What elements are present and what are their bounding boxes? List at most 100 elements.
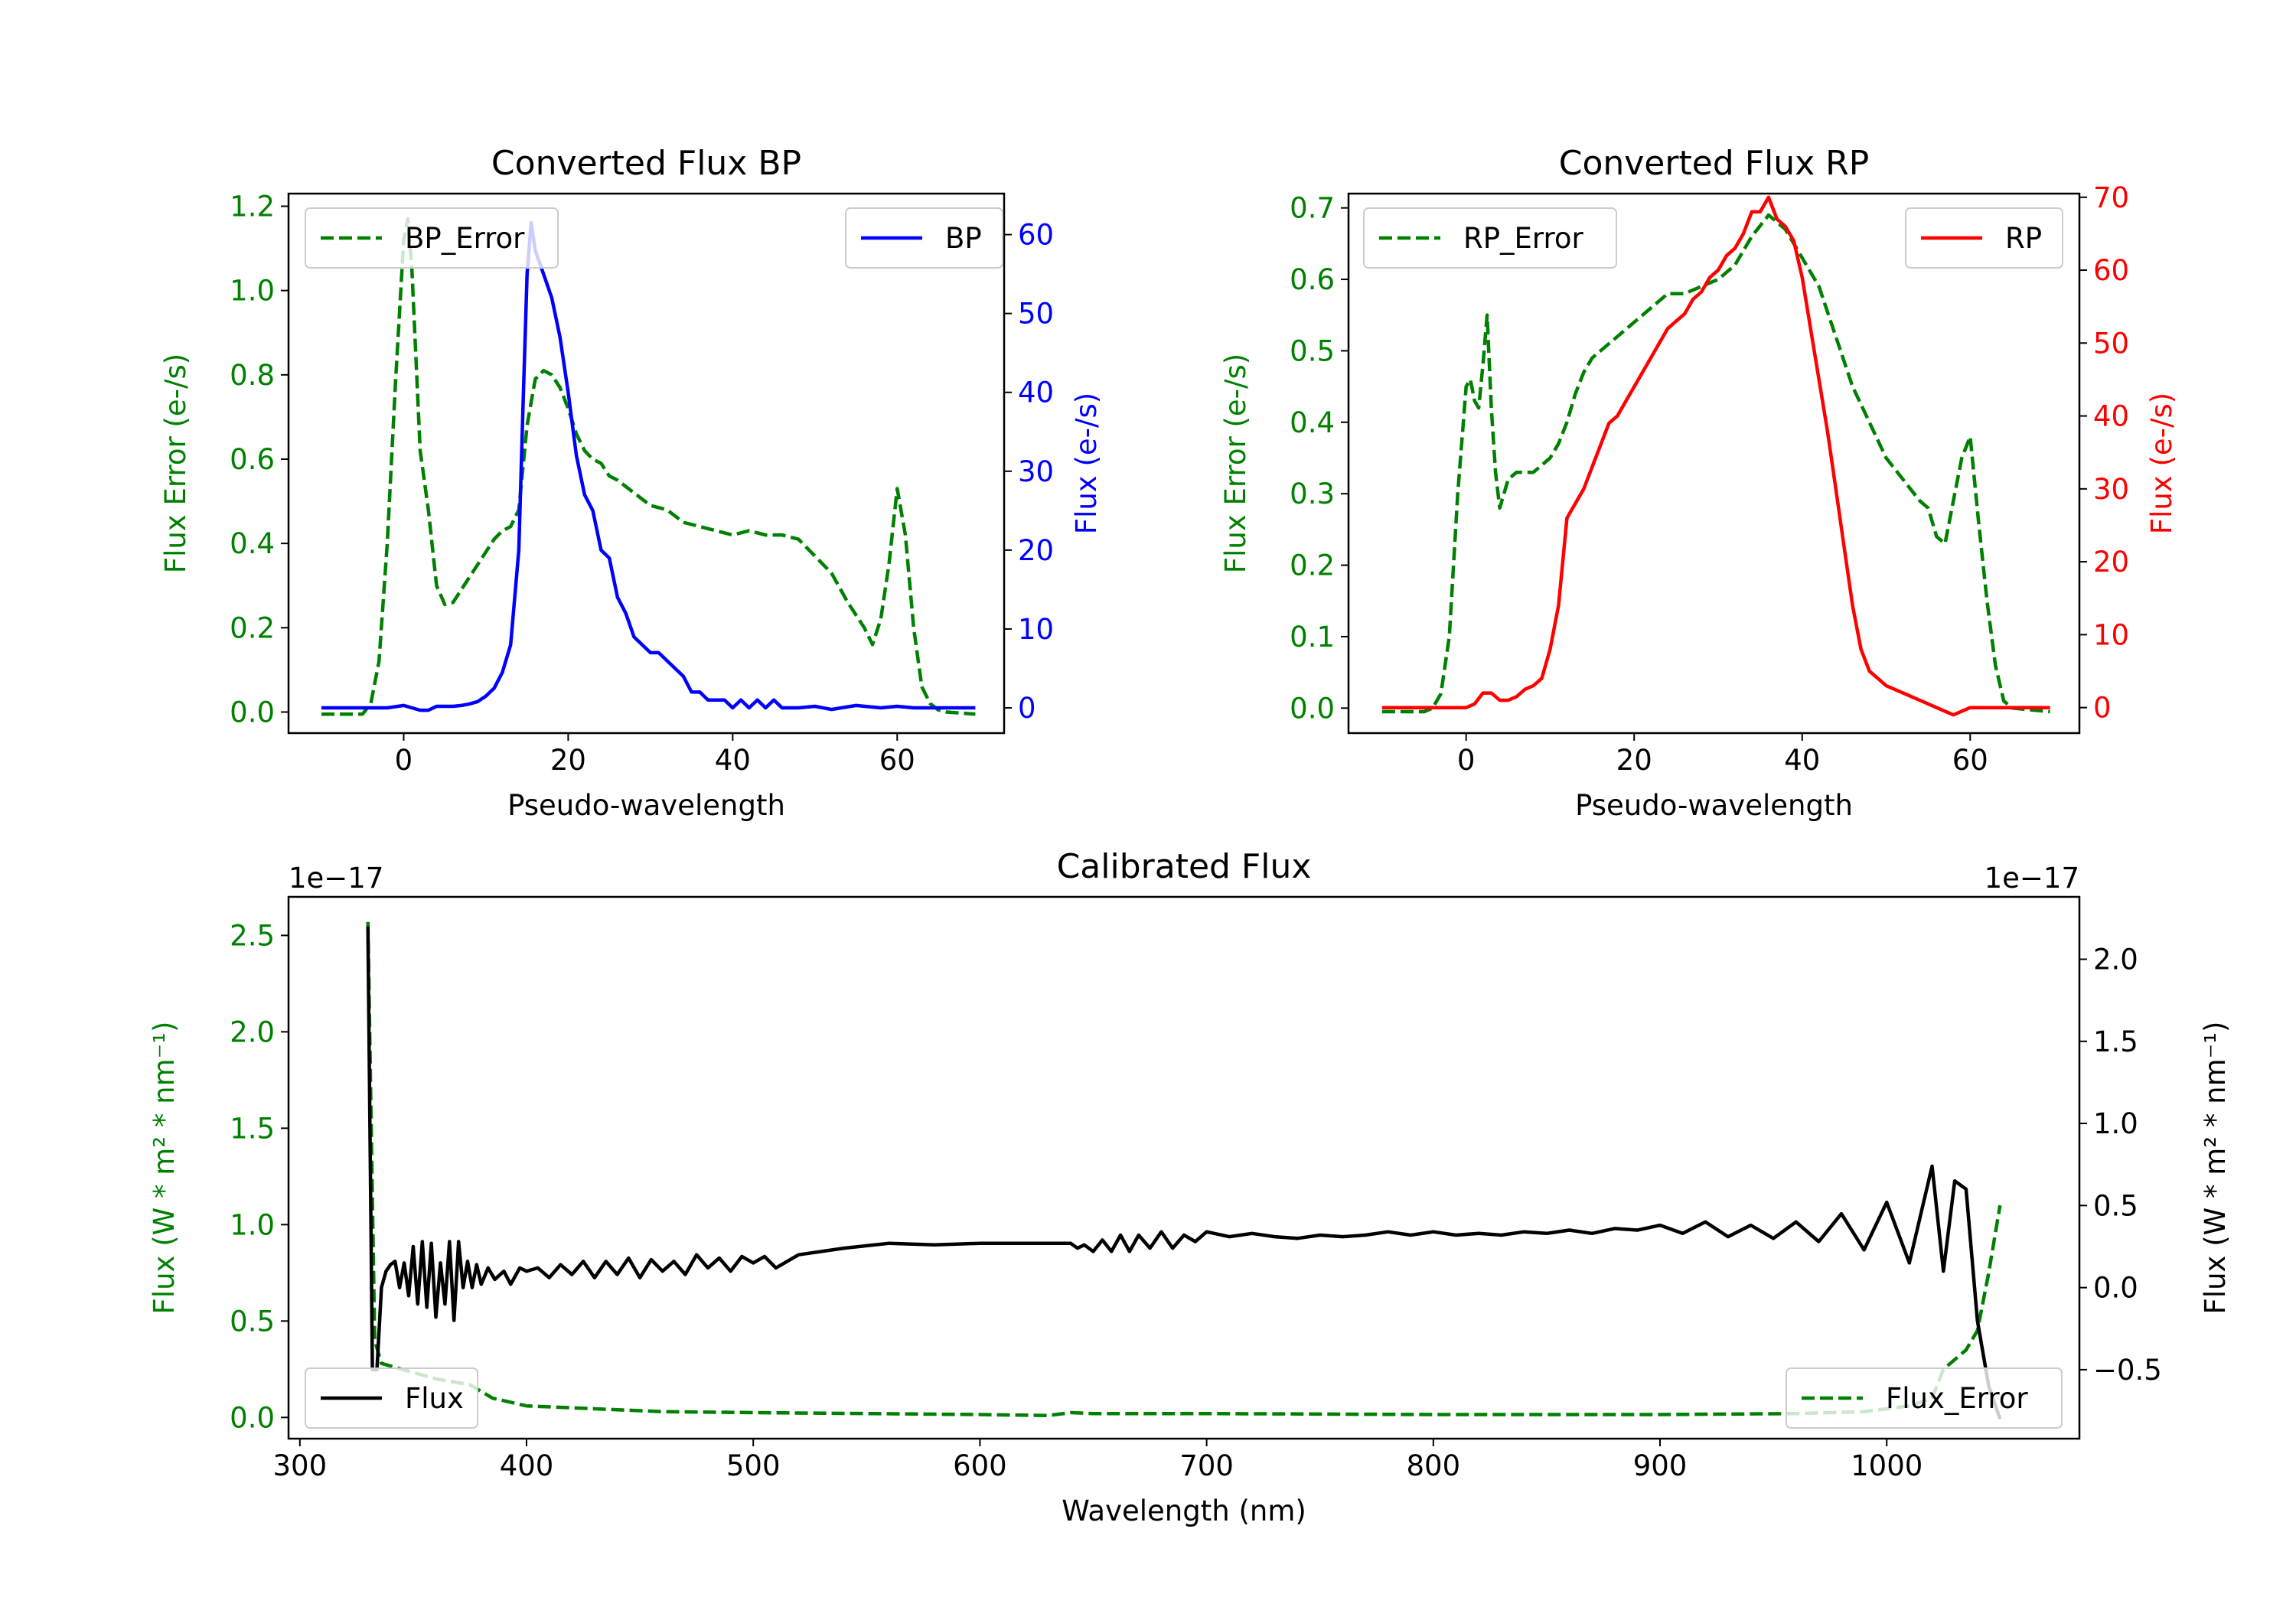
- y-right-tick-label: 2.0: [2093, 944, 2138, 976]
- y-right-tick-label: 0.0: [2093, 1272, 2138, 1305]
- y-left-tick-label: 0.0: [230, 1401, 275, 1434]
- y-right-tick-label: 60: [2093, 254, 2129, 287]
- legend-box: [1905, 207, 2063, 269]
- legend-box: [1786, 1367, 2063, 1429]
- x-tick-label: 900: [1633, 1449, 1688, 1482]
- chart-title: Converted Flux BP: [491, 144, 801, 183]
- y-right-tick-label: 1.5: [2093, 1025, 2138, 1058]
- legend-label: RP_Error: [1463, 222, 1583, 255]
- series-group: [366, 921, 2002, 1420]
- series-group: [321, 217, 976, 716]
- y-right-tick-label: −0.5: [2093, 1354, 2162, 1387]
- y-left-axis-label: Flux (W * m² * nm⁻¹): [148, 1022, 181, 1315]
- chart-panel-2: Converted Flux RP 0 20 40 60 Pseudo-wavelengt…: [1219, 144, 2178, 822]
- legend-box: [845, 207, 1003, 269]
- chart-panel-1: Converted Flux BP 0 20 40 60 Pseudo-wavelengt…: [159, 144, 1103, 822]
- chart-panel-3: Calibrated Flux 300 400 500 600 700 800 900 1000…: [148, 847, 2232, 1527]
- series-line-rp-error: [1381, 213, 2050, 714]
- plot-frame: [287, 192, 1006, 735]
- legend-error: BP_Error: [305, 207, 559, 269]
- y-left-tick-label: 1.2: [230, 191, 275, 223]
- series-line-rp: [1381, 195, 2050, 717]
- legend-label: BP: [945, 222, 982, 255]
- series-group: [1381, 195, 2050, 717]
- x-tick-label: 700: [1179, 1449, 1234, 1482]
- x-tick-label: 60: [879, 744, 915, 777]
- y-left-tick-label: 0.3: [1290, 478, 1335, 510]
- y-left-tick-label: 0.1: [1290, 621, 1335, 654]
- x-tick-label: 0: [395, 744, 413, 777]
- y-left-tick-label: 1.5: [230, 1112, 275, 1145]
- legend-flux: RP: [1905, 207, 2063, 269]
- x-tick-label: 60: [1952, 744, 1988, 777]
- x-axis-label: Pseudo-wavelength: [1575, 789, 1853, 822]
- legend-flux: Flux: [305, 1367, 478, 1429]
- y-right-tick-label: 1.0: [2093, 1107, 2138, 1140]
- series-line-flux: [366, 926, 2002, 1420]
- y-left-tick-label: 0.7: [1290, 192, 1335, 225]
- y-left-axis-label: Flux Error (e-/s): [159, 354, 192, 573]
- legend-label: Flux_Error: [1886, 1382, 2028, 1415]
- y-right-tick-label: 40: [2093, 400, 2129, 433]
- legend-error: RP_Error: [1363, 207, 1617, 269]
- x-tick-label: 600: [953, 1449, 1007, 1482]
- x-axis-label: Pseudo-wavelength: [507, 789, 785, 822]
- y-left-tick-label: 0.2: [1290, 549, 1335, 582]
- y-right-axis-label: Flux (e-/s): [1070, 393, 1103, 534]
- y-left-tick-label: 0.6: [230, 443, 275, 476]
- x-tick-label: 1000: [1851, 1449, 1923, 1482]
- y-left-tick-label: 0.0: [1290, 692, 1335, 725]
- series-line-bp: [321, 220, 976, 712]
- y-left-axis-label: Flux Error (e-/s): [1219, 354, 1252, 573]
- y-right-tick-label: 70: [2093, 181, 2129, 214]
- y-left-tick-label: 0.0: [230, 696, 275, 729]
- y-right-tick-label: 50: [1018, 298, 1054, 331]
- y-left-tick-label: 0.4: [230, 527, 275, 560]
- y-left-tick-label: 0.4: [1290, 406, 1335, 439]
- y-right-offset-label: 1e−17: [1985, 862, 2079, 895]
- series-line-flux-error: [366, 921, 2002, 1418]
- x-tick-label: 500: [726, 1449, 781, 1482]
- x-axis-label: Wavelength (nm): [1062, 1495, 1306, 1527]
- y-left-tick-label: 0.5: [1290, 334, 1335, 367]
- plot-frame: [1347, 192, 2081, 735]
- x-tick-label: 20: [550, 744, 586, 777]
- y-right-tick-label: 30: [2093, 473, 2129, 506]
- x-tick-label: 20: [1616, 744, 1652, 777]
- x-tick-label: 400: [500, 1449, 554, 1482]
- y-left-tick-label: 1.0: [230, 275, 275, 308]
- y-left-tick-label: 2.0: [230, 1015, 275, 1048]
- legend-box: [1363, 207, 1617, 269]
- x-tick-label: 40: [1784, 744, 1820, 777]
- x-tick-label: 40: [715, 744, 751, 777]
- legend-label: Flux: [405, 1382, 464, 1415]
- plot-frame: [287, 895, 2081, 1440]
- y-left-tick-label: 0.6: [1290, 263, 1335, 296]
- series-line-bp-error: [321, 217, 976, 716]
- y-right-tick-label: 60: [1018, 219, 1054, 252]
- x-tick-label: 800: [1407, 1449, 1461, 1482]
- y-right-tick-label: 0: [1018, 692, 1036, 725]
- legend-label: BP_Error: [405, 222, 525, 255]
- y-left-tick-label: 1.0: [230, 1208, 275, 1241]
- y-left-tick-label: 0.2: [230, 611, 275, 644]
- y-left-offset-label: 1e−17: [289, 862, 383, 895]
- legend-flux: BP: [845, 207, 1003, 269]
- legend-label: RP: [2005, 222, 2042, 255]
- y-right-tick-label: 0.5: [2093, 1189, 2138, 1222]
- y-left-tick-label: 0.5: [230, 1305, 275, 1338]
- x-tick-label: 0: [1457, 744, 1476, 777]
- y-right-tick-label: 40: [1018, 376, 1054, 409]
- y-right-axis-label: Flux (W * m² * nm⁻¹): [2199, 1022, 2232, 1315]
- chart-title: Converted Flux RP: [1559, 144, 1870, 183]
- y-right-tick-label: 0: [2093, 692, 2112, 725]
- y-right-tick-label: 20: [2093, 546, 2129, 579]
- y-right-tick-label: 10: [2093, 618, 2129, 651]
- legend-box: [305, 207, 559, 269]
- legend-box: [305, 1367, 478, 1429]
- y-right-axis-label: Flux (e-/s): [2145, 393, 2178, 534]
- y-left-tick-label: 0.8: [230, 359, 275, 392]
- y-left-tick-label: 2.5: [230, 919, 275, 952]
- legend-error: Flux_Error: [1786, 1367, 2063, 1429]
